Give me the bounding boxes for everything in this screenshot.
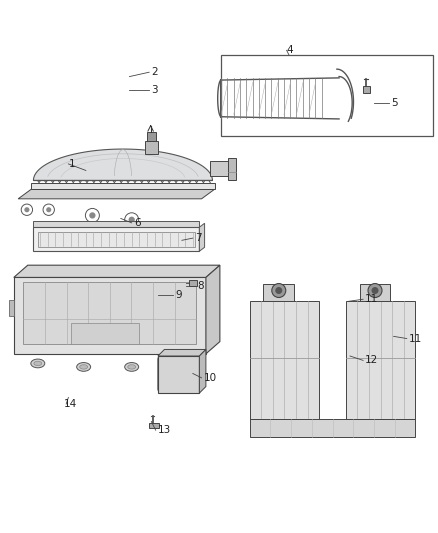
Text: 10: 10 [204,373,217,383]
Text: 11: 11 [365,294,378,304]
FancyBboxPatch shape [158,356,199,392]
Bar [221,55,433,135]
Ellipse shape [77,362,91,372]
Text: 2: 2 [151,67,158,77]
Ellipse shape [31,359,45,368]
Text: 7: 7 [195,233,201,243]
Polygon shape [18,189,215,199]
Text: 8: 8 [197,281,204,291]
Polygon shape [250,419,416,437]
Polygon shape [23,282,196,344]
Polygon shape [158,356,199,393]
Text: 5: 5 [392,98,398,108]
Bar [145,141,158,154]
Circle shape [336,103,351,119]
Polygon shape [199,350,206,393]
Text: 3: 3 [151,85,158,95]
Text: 12: 12 [365,356,378,365]
Circle shape [128,216,135,223]
Bar [71,323,139,344]
Bar [360,284,390,302]
Circle shape [25,207,29,212]
Ellipse shape [128,365,136,369]
Polygon shape [250,302,319,419]
Ellipse shape [34,361,42,366]
Polygon shape [33,149,212,181]
Bar [264,284,294,302]
Bar [363,86,370,93]
Text: 4: 4 [287,45,293,55]
Bar [38,231,195,247]
Text: 13: 13 [158,425,171,435]
Bar [189,280,197,286]
Bar [210,161,228,176]
Polygon shape [33,227,199,251]
Circle shape [272,284,286,297]
Polygon shape [14,277,206,354]
Bar [147,133,156,141]
Polygon shape [10,300,14,316]
Text: 6: 6 [134,218,141,228]
Polygon shape [14,265,220,277]
Polygon shape [206,265,220,354]
Circle shape [368,284,382,297]
FancyBboxPatch shape [163,360,194,388]
Circle shape [371,287,378,294]
Polygon shape [199,223,205,251]
Ellipse shape [80,365,88,369]
Polygon shape [158,350,206,356]
Circle shape [89,212,95,219]
Polygon shape [346,302,416,419]
Text: 1: 1 [68,159,75,169]
Text: 11: 11 [409,334,422,344]
Polygon shape [31,183,215,189]
Bar [149,423,159,429]
Circle shape [276,287,282,294]
Bar [228,158,236,180]
Text: 9: 9 [175,290,182,300]
Text: 14: 14 [64,399,77,409]
Circle shape [46,207,51,212]
Polygon shape [33,221,199,227]
Ellipse shape [125,362,139,372]
